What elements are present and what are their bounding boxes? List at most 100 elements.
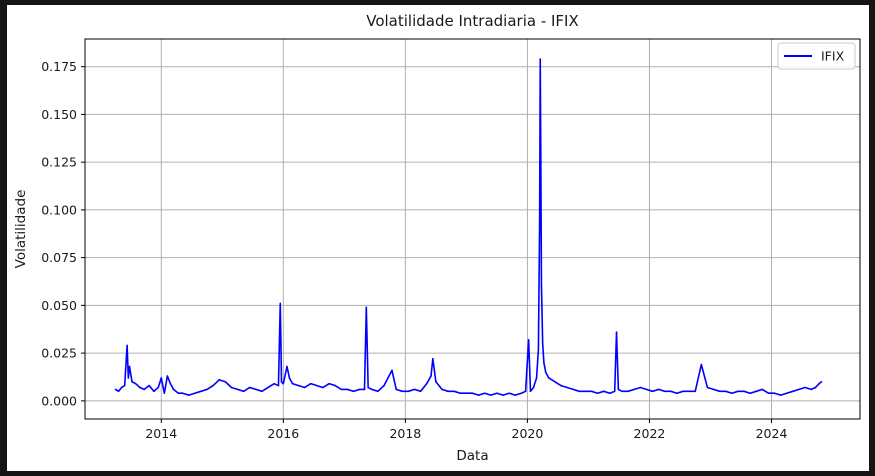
data-point	[377, 390, 379, 393]
data-point	[554, 380, 556, 383]
data-point	[508, 392, 510, 395]
data-point	[737, 390, 739, 393]
data-point	[286, 365, 288, 368]
data-point	[425, 382, 428, 385]
ticks: 2014 2016 2018 2020 2022 2024 0.000 0.025 0.050 0…	[41, 59, 787, 441]
data-point	[779, 394, 782, 396]
data-point	[670, 390, 672, 393]
y-tick-label: 0.050	[41, 298, 77, 313]
x-tick-label: 2022	[634, 426, 666, 441]
y-tick-label: 0.125	[41, 155, 77, 170]
data-point	[537, 348, 540, 351]
data-point	[395, 388, 398, 391]
data-point	[340, 388, 343, 391]
data-point	[148, 384, 150, 387]
data-point	[230, 386, 233, 389]
data-point	[540, 161, 542, 163]
data-point	[540, 285, 543, 288]
series-line-ifix	[115, 58, 823, 396]
data-point	[818, 382, 820, 385]
data-point	[520, 392, 523, 395]
data-point	[688, 390, 690, 393]
data-point	[731, 392, 733, 395]
data-point	[502, 394, 504, 396]
y-tick-label: 0.000	[41, 393, 77, 408]
data-point	[617, 388, 620, 391]
data-point	[134, 382, 137, 385]
data-point	[541, 342, 544, 345]
data-point	[279, 302, 282, 305]
data-point	[273, 382, 275, 385]
data-point	[663, 390, 666, 393]
data-point	[651, 390, 654, 393]
data-point	[804, 386, 806, 389]
data-point	[743, 390, 745, 393]
data-point	[367, 386, 369, 389]
data-point	[578, 390, 581, 393]
x-tick-label: 2018	[389, 426, 421, 441]
data-point	[496, 392, 498, 395]
data-point	[212, 384, 214, 387]
data-point	[120, 386, 123, 389]
data-point	[236, 388, 239, 391]
data-point	[524, 390, 527, 393]
data-point	[602, 390, 605, 393]
data-point	[143, 388, 145, 391]
legend: IFIX	[777, 42, 856, 70]
data-point	[328, 382, 330, 385]
data-point	[194, 392, 196, 395]
data-point	[798, 388, 800, 391]
data-point	[544, 371, 547, 374]
data-point	[419, 390, 422, 393]
data-point	[761, 388, 764, 391]
data-point	[365, 306, 368, 309]
data-point	[114, 388, 117, 391]
data-point	[490, 394, 492, 396]
data-point	[128, 365, 131, 368]
legend-label-ifix: IFIX	[821, 49, 845, 64]
data-point	[538, 220, 541, 223]
data-point	[127, 377, 130, 379]
data-point	[483, 392, 486, 395]
data-point	[131, 380, 133, 383]
plot-area-frame	[84, 38, 861, 420]
data-point	[724, 390, 727, 393]
data-point	[363, 388, 366, 391]
data-point	[527, 338, 530, 341]
data-point	[280, 380, 283, 383]
data-point	[160, 377, 163, 379]
data-point	[391, 369, 393, 372]
data-point	[218, 379, 221, 381]
data-point	[566, 386, 568, 389]
y-tick-label: 0.175	[41, 59, 77, 74]
data-point	[383, 384, 385, 387]
data-point	[645, 388, 648, 391]
x-tick-label: 2014	[145, 426, 177, 441]
legend-box	[777, 42, 856, 70]
data-point	[123, 384, 126, 387]
data-point	[447, 390, 449, 393]
x-tick-label: 2024	[756, 426, 788, 441]
data-point	[200, 390, 202, 393]
data-point	[621, 390, 623, 393]
data-point	[441, 388, 443, 391]
data-point	[712, 388, 715, 391]
data-point	[615, 331, 618, 333]
data-point	[694, 390, 697, 393]
data-point	[401, 390, 404, 393]
data-point	[157, 386, 160, 389]
data-point	[242, 390, 245, 393]
data-point	[303, 386, 306, 389]
data-point	[432, 358, 434, 360]
data-point	[435, 380, 437, 383]
data-point	[291, 382, 294, 385]
x-tick-label: 2020	[512, 426, 544, 441]
y-tick-label: 0.075	[41, 250, 77, 265]
data-point	[810, 388, 812, 391]
data-point	[465, 392, 468, 395]
data-point	[718, 390, 721, 393]
data-point	[407, 390, 410, 393]
grid	[85, 39, 860, 419]
data-point	[535, 377, 538, 379]
data-point	[277, 384, 280, 387]
